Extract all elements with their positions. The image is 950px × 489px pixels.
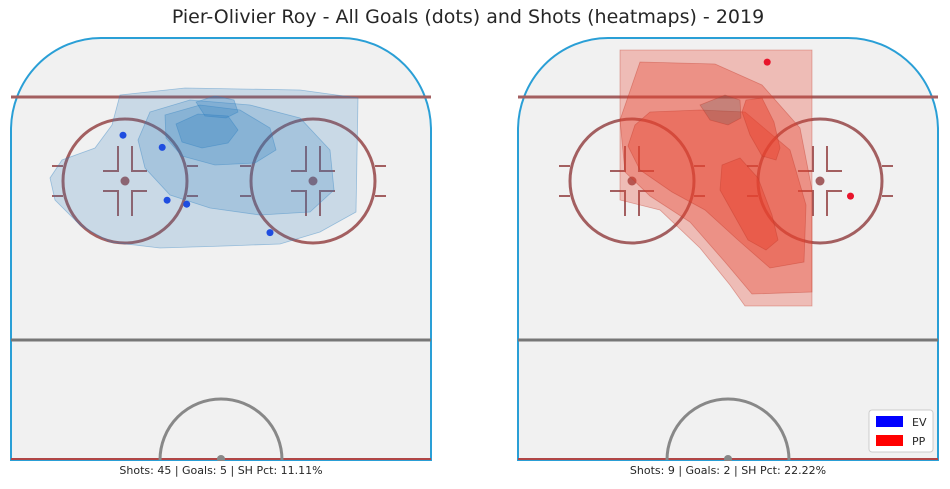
goal-dot xyxy=(163,196,171,204)
rink-boards xyxy=(517,37,939,461)
panel-caption-pp: Shots: 9 | Goals: 2 | SH Pct: 22.22% xyxy=(629,464,827,477)
legend-label-ev: EV xyxy=(912,416,927,429)
rink-boards xyxy=(10,37,432,461)
legend-swatch-pp xyxy=(876,435,903,446)
heatmap-ev xyxy=(49,87,359,249)
density-level-6 xyxy=(699,94,742,126)
center-dot xyxy=(724,455,732,461)
rink-left xyxy=(10,37,432,461)
faceoff-circle-left xyxy=(568,117,696,245)
center-dot xyxy=(217,455,225,461)
faceoff-circle-right xyxy=(249,117,377,245)
goal-dot xyxy=(763,58,771,66)
panel-caption-ev: Shots: 45 | Goals: 5 | SH Pct: 11.11% xyxy=(119,464,323,477)
goal-dot xyxy=(158,143,166,151)
goal-dots-pp xyxy=(763,58,854,200)
legend: EV PP xyxy=(868,409,934,453)
density-level-5 xyxy=(741,97,781,161)
center-circle xyxy=(158,397,284,461)
density-level-4 xyxy=(175,113,239,149)
center-circle xyxy=(665,397,791,461)
heatmap-pp xyxy=(619,49,813,307)
goal-dot xyxy=(847,192,854,200)
faceoff-dot xyxy=(120,176,130,186)
rink-right xyxy=(517,37,939,461)
faceoff-hashes xyxy=(559,146,893,216)
faceoff-circle-right xyxy=(756,117,884,245)
goal-dot xyxy=(183,200,191,208)
goal-dots-ev xyxy=(119,131,274,237)
faceoff-circle-left xyxy=(61,117,189,245)
faceoff-dot xyxy=(627,176,637,186)
faceoff-hashes xyxy=(52,146,386,216)
legend-swatch-ev xyxy=(876,416,903,427)
density-level-1 xyxy=(619,49,813,307)
density-level-3 xyxy=(164,104,277,166)
chart-title: Pier-Olivier Roy - All Goals (dots) and … xyxy=(171,6,765,28)
legend-label-pp: PP xyxy=(912,435,926,448)
density-level-5 xyxy=(195,95,239,119)
faceoff-dot xyxy=(815,176,825,186)
density-level-2 xyxy=(137,99,335,216)
density-level-4 xyxy=(719,157,779,251)
density-level-1 xyxy=(49,87,359,249)
density-level-3 xyxy=(627,109,807,269)
goal-dot xyxy=(119,131,127,139)
faceoff-dot xyxy=(308,176,318,186)
density-level-2 xyxy=(619,61,813,295)
goal-dot xyxy=(266,229,274,237)
